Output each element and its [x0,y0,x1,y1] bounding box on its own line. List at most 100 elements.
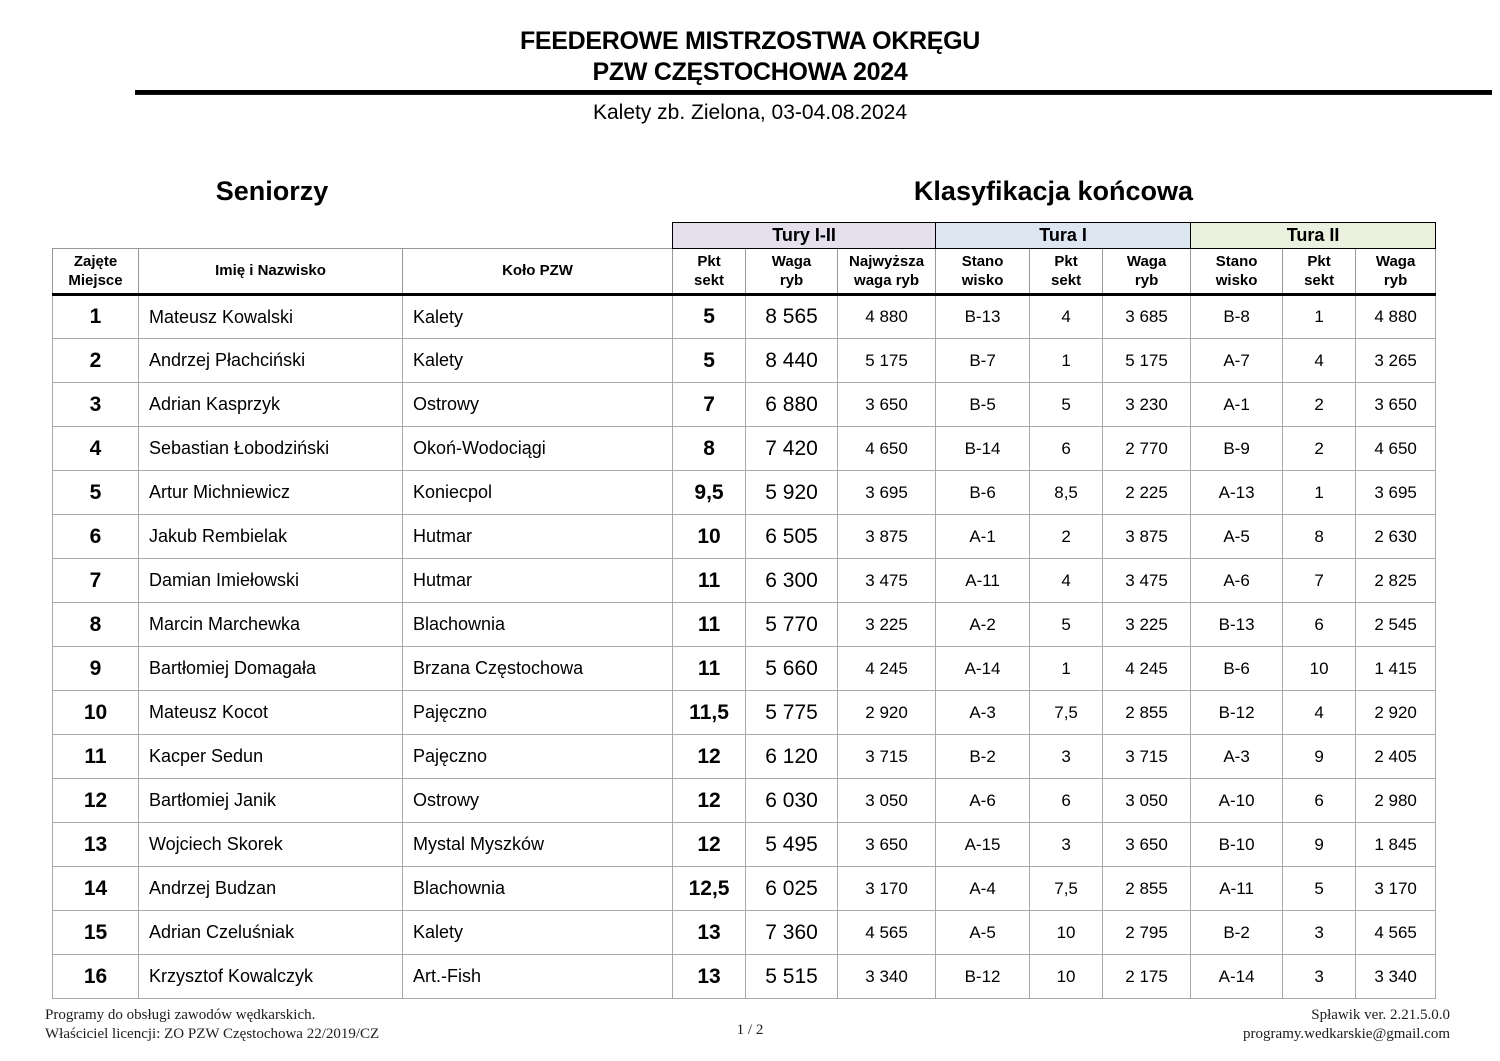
col-header-t1-stanowisko: Stano wisko [935,248,1031,296]
cell-t2-waga-ryb: 2 630 [1355,514,1437,559]
cell-t1-stanowisko: A-3 [935,690,1031,735]
cell-pkt-sekt: 12 [672,822,747,867]
cell-waga-ryb: 6 030 [745,778,839,823]
cell-name: Andrzej Budzan [138,866,403,911]
cell-club: Koniecpol [401,470,674,515]
table-row: 3 Adrian Kasprzyk Ostrowy 7 6 880 3 650 … [52,382,1437,427]
table-row: 13 Wojciech Skorek Mystal Myszków 12 5 4… [52,822,1437,867]
cell-t1-stanowisko: B-14 [935,426,1031,471]
cell-najwyzsza-waga: 5 175 [837,338,937,383]
cell-waga-ryb: 7 420 [745,426,839,471]
cell-t2-stanowisko: B-2 [1190,910,1284,955]
table-row: 1 Mateusz Kowalski Kalety 5 8 565 4 880 … [52,294,1437,339]
group-header-tura-2: Tura II [1190,222,1437,249]
col-header-t1-waga-ryb: Waga ryb [1102,248,1192,296]
cell-najwyzsza-waga: 4 880 [837,294,937,339]
cell-t2-stanowisko: B-6 [1190,646,1284,691]
table-row: 8 Marcin Marchewka Blachownia 11 5 770 3… [52,602,1437,647]
cell-t2-stanowisko: A-5 [1190,514,1284,559]
cell-t2-waga-ryb: 2 920 [1355,690,1437,735]
cell-t1-pkt-sekt: 3 [1029,734,1104,779]
cell-name: Artur Michniewicz [138,470,403,515]
group-header-row: Tury I-II Tura I Tura II [52,222,1437,249]
cell-t2-waga-ryb: 3 170 [1355,866,1437,911]
cell-place: 1 [52,294,139,339]
col-header-t2-pkt-sekt: Pkt sekt [1282,248,1357,296]
cell-t1-waga-ryb: 4 245 [1102,646,1192,691]
table-row: 7 Damian Imiełowski Hutmar 11 6 300 3 47… [52,558,1437,603]
cell-t2-stanowisko: B-9 [1190,426,1284,471]
cell-t1-pkt-sekt: 1 [1029,338,1104,383]
cell-t1-stanowisko: A-4 [935,866,1031,911]
cell-t2-pkt-sekt: 1 [1282,470,1357,515]
header-divider [135,90,1492,95]
cell-name: Damian Imiełowski [138,558,403,603]
cell-t1-waga-ryb: 3 475 [1102,558,1192,603]
footer-right: Spławik ver. 2.21.5.0.0 programy.wedkars… [1243,1006,1450,1044]
cell-t2-pkt-sekt: 6 [1282,778,1357,823]
cell-t1-pkt-sekt: 4 [1029,294,1104,339]
cell-pkt-sekt: 12 [672,734,747,779]
cell-pkt-sekt: 10 [672,514,747,559]
document-header: FEEDEROWE MISTRZOSTWA OKRĘGU PZW CZĘSTOC… [0,26,1500,88]
cell-t2-waga-ryb: 3 265 [1355,338,1437,383]
cell-t1-stanowisko: A-5 [935,910,1031,955]
cell-najwyzsza-waga: 4 650 [837,426,937,471]
cell-pkt-sekt: 12,5 [672,866,747,911]
cell-place: 5 [52,470,139,515]
cell-t1-stanowisko: A-2 [935,602,1031,647]
group-header-tura-1: Tura I [935,222,1192,249]
cell-t2-waga-ryb: 3 695 [1355,470,1437,515]
cell-place: 12 [52,778,139,823]
cell-t2-pkt-sekt: 4 [1282,690,1357,735]
cell-t2-waga-ryb: 1 415 [1355,646,1437,691]
cell-club: Ostrowy [401,778,674,823]
cell-t1-waga-ryb: 3 225 [1102,602,1192,647]
cell-pkt-sekt: 11,5 [672,690,747,735]
cell-t2-pkt-sekt: 2 [1282,426,1357,471]
cell-t1-stanowisko: A-15 [935,822,1031,867]
cell-club: Blachownia [401,602,674,647]
cell-t1-pkt-sekt: 8,5 [1029,470,1104,515]
cell-club: Kalety [401,338,674,383]
cell-place: 4 [52,426,139,471]
page-number: 1 / 2 [736,1022,764,1038]
table-row: 5 Artur Michniewicz Koniecpol 9,5 5 920 … [52,470,1437,515]
cell-t2-stanowisko: A-6 [1190,558,1284,603]
cell-place: 8 [52,602,139,647]
cell-t1-stanowisko: B-2 [935,734,1031,779]
group-header-spacer [52,222,673,249]
cell-t2-pkt-sekt: 3 [1282,954,1357,999]
cell-place: 10 [52,690,139,735]
page-title-line2: PZW CZĘSTOCHOWA 2024 [592,58,908,86]
cell-name: Bartłomiej Domagała [138,646,403,691]
cell-t1-pkt-sekt: 3 [1029,822,1104,867]
cell-name: Andrzej Płachciński [138,338,403,383]
cell-waga-ryb: 6 025 [745,866,839,911]
cell-name: Sebastian Łobodziński [138,426,403,471]
table-row: 16 Krzysztof Kowalczyk Art.-Fish 13 5 51… [52,954,1437,999]
cell-t2-stanowisko: B-8 [1190,294,1284,339]
col-header-t2-waga-ryb: Waga ryb [1355,248,1437,296]
table-row: 6 Jakub Rembielak Hutmar 10 6 505 3 875 … [52,514,1437,559]
cell-t2-waga-ryb: 4 565 [1355,910,1437,955]
cell-waga-ryb: 5 660 [745,646,839,691]
table-row: 9 Bartłomiej Domagała Brzana Częstochowa… [52,646,1437,691]
cell-najwyzsza-waga: 3 475 [837,558,937,603]
cell-t2-waga-ryb: 3 340 [1355,954,1437,999]
cell-place: 3 [52,382,139,427]
col-header-place: Zajęte Miejsce [52,248,139,296]
cell-t1-waga-ryb: 3 715 [1102,734,1192,779]
cell-t1-stanowisko: A-14 [935,646,1031,691]
table-row: 15 Adrian Czeluśniak Kalety 13 7 360 4 5… [52,910,1437,955]
cell-najwyzsza-waga: 3 650 [837,822,937,867]
cell-najwyzsza-waga: 3 170 [837,866,937,911]
cell-t2-pkt-sekt: 7 [1282,558,1357,603]
cell-t1-stanowisko: A-1 [935,514,1031,559]
cell-pkt-sekt: 8 [672,426,747,471]
cell-club: Mystal Myszków [401,822,674,867]
cell-najwyzsza-waga: 3 695 [837,470,937,515]
cell-place: 6 [52,514,139,559]
cell-place: 14 [52,866,139,911]
cell-waga-ryb: 5 515 [745,954,839,999]
